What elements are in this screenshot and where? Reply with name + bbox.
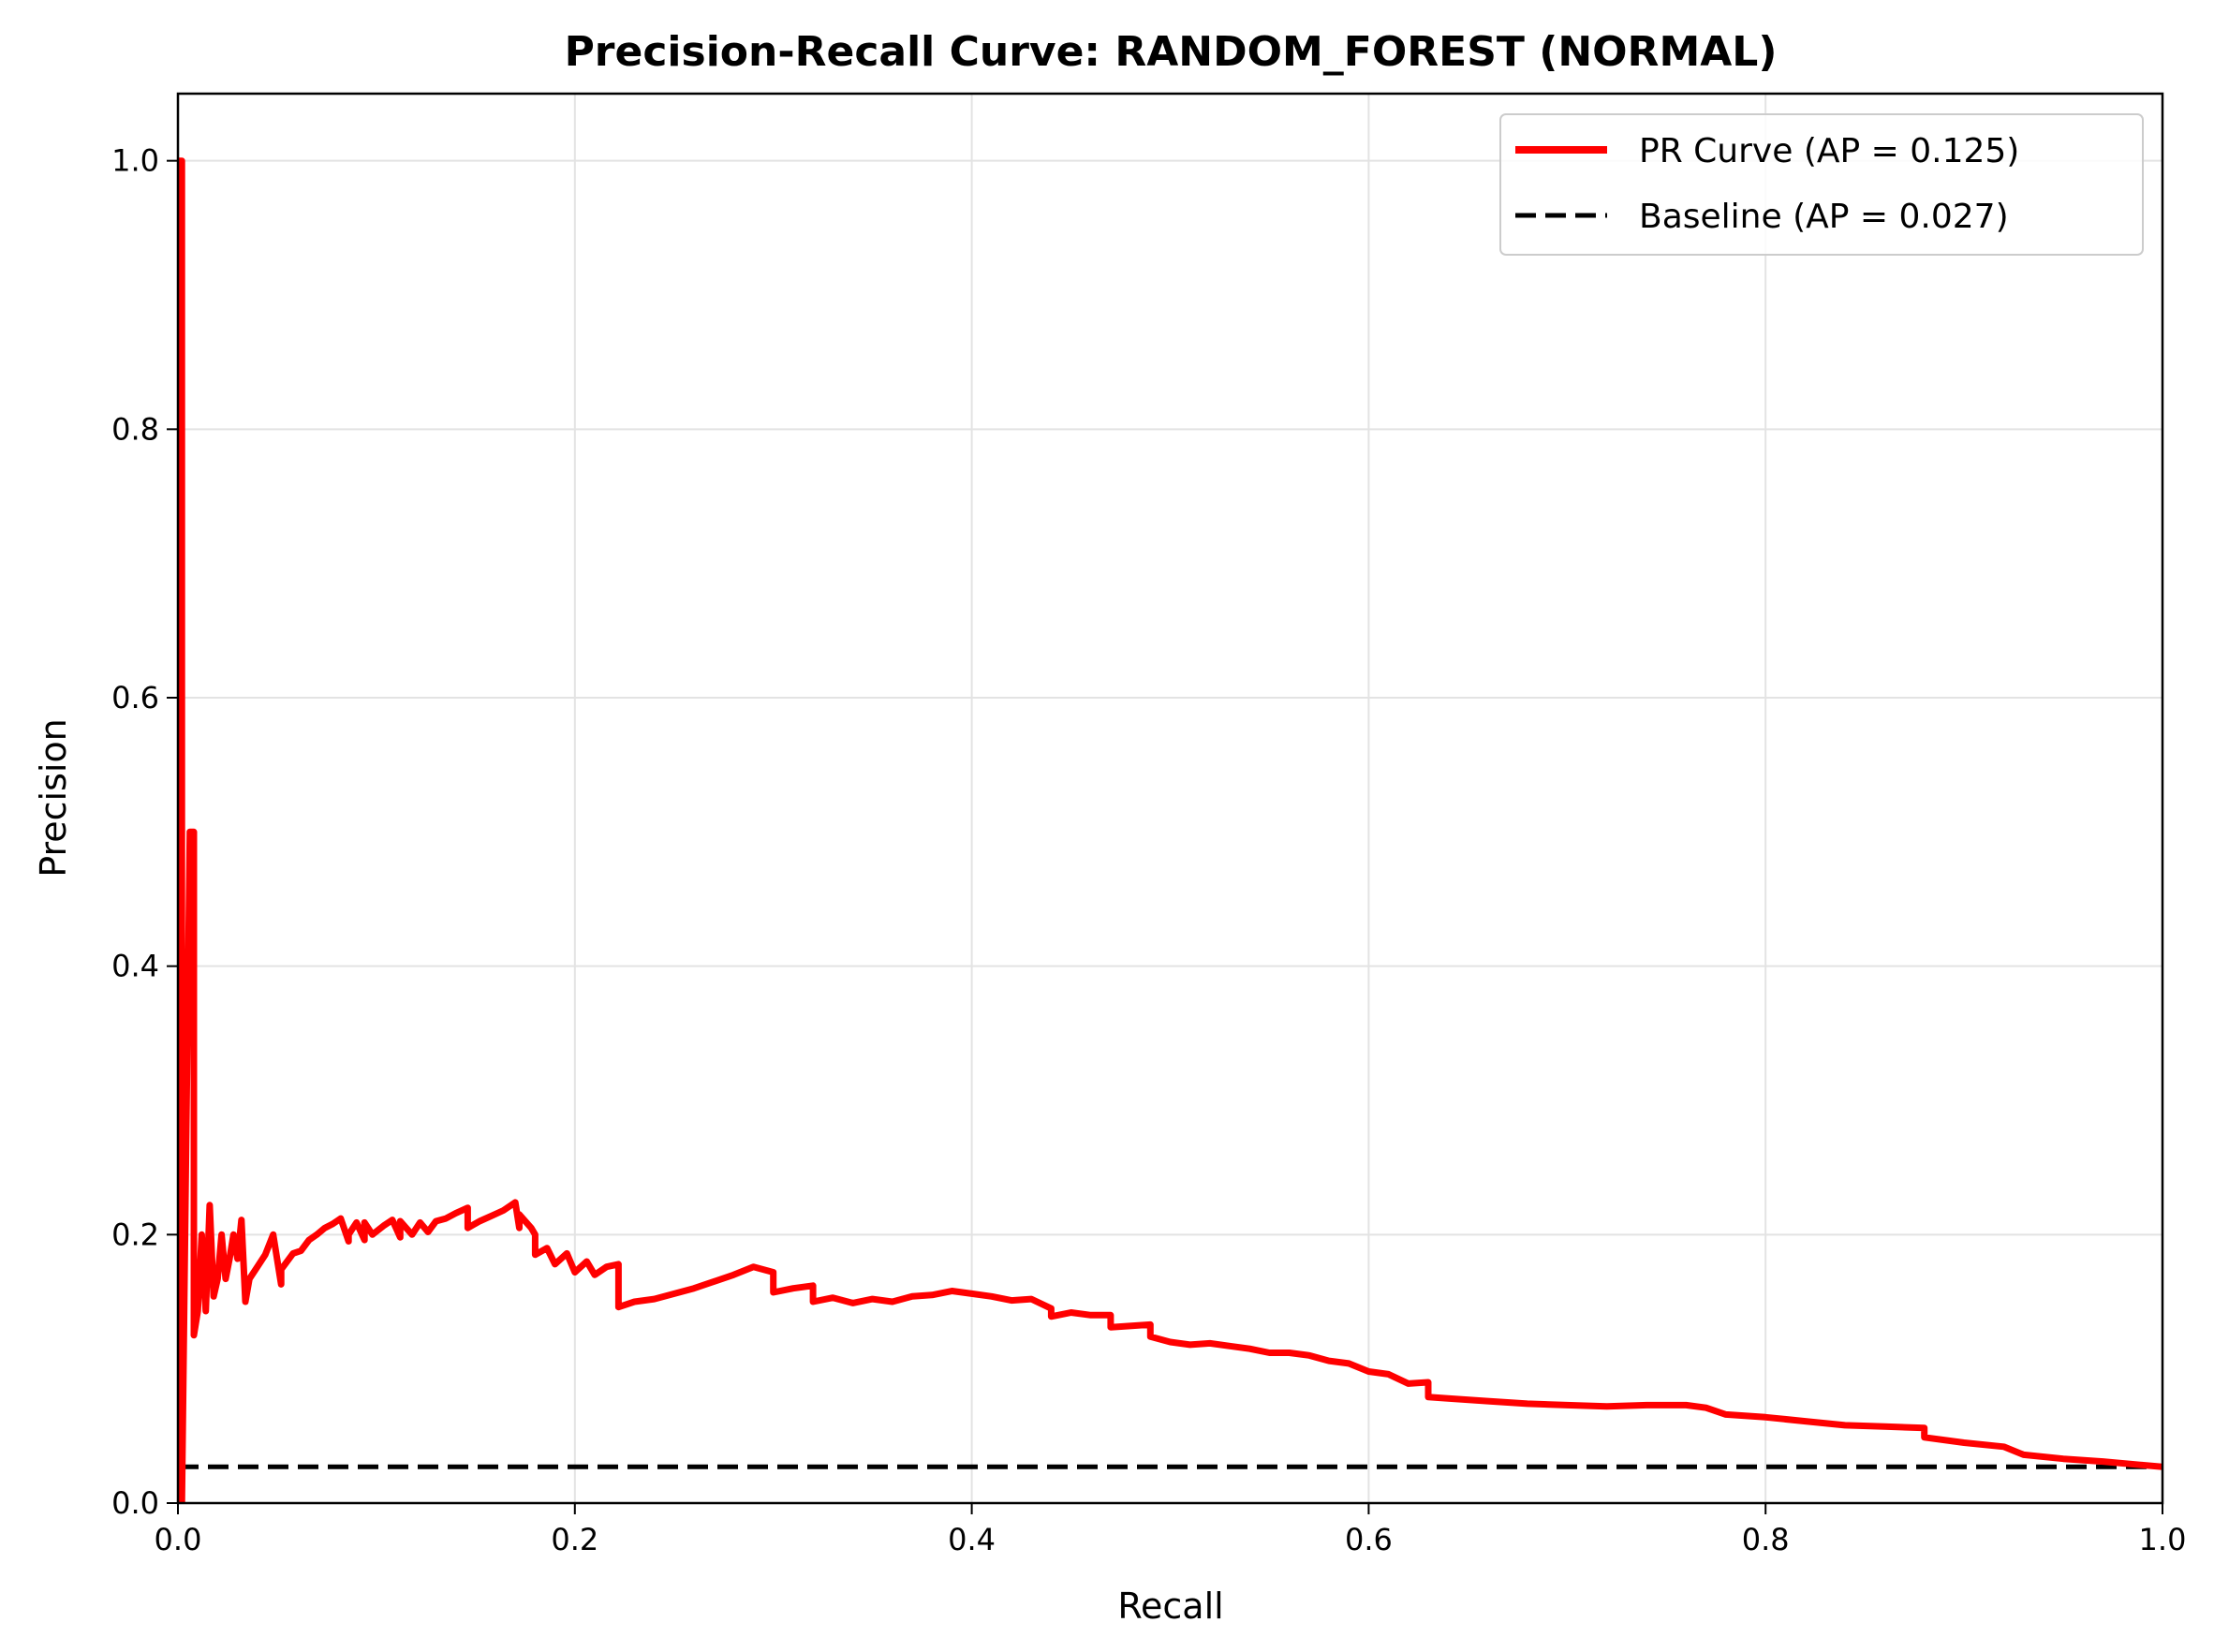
legend-pr-curve-label: PR Curve (AP = 0.125): [1639, 132, 2019, 170]
y-tick-label: 0.4: [111, 949, 159, 984]
x-tick-label: 0.6: [1345, 1522, 1393, 1557]
grid-lines: [177, 94, 2163, 1504]
x-tick-label: 0.8: [1742, 1522, 1790, 1557]
y-tick-label: 0.0: [111, 1485, 159, 1521]
x-tick-label: 1.0: [2139, 1522, 2187, 1557]
chart-title: Precision-Recall Curve: RANDOM_FOREST (N…: [565, 28, 1778, 76]
y-tick-label: 0.2: [111, 1217, 159, 1252]
axis-ticks: 0.0 0.2 0.4 0.6 0.8 1.0 0.0 0.2 0.4 0.6 0.8 1.0: [111, 143, 2186, 1557]
legend: PR Curve (AP = 0.125) Baseline (AP = 0.0…: [1499, 113, 2144, 256]
legend-box: [1499, 113, 2144, 256]
legend-baseline-label: Baseline (AP = 0.027): [1639, 198, 2009, 236]
y-axis-label: Precision: [33, 718, 74, 878]
y-tick-label: 1.0: [111, 143, 159, 179]
pr-curve-line: [178, 157, 2162, 1503]
x-tick-label: 0.2: [551, 1522, 598, 1557]
x-tick-label: 0.4: [948, 1522, 996, 1557]
y-tick-label: 0.8: [111, 411, 159, 447]
plot-series: [178, 157, 2162, 1503]
x-axis-label: Recall: [1117, 1586, 1223, 1627]
plot-frame: [176, 92, 2164, 1505]
x-tick-label: 0.0: [155, 1522, 202, 1557]
y-tick-label: 0.6: [111, 680, 159, 715]
